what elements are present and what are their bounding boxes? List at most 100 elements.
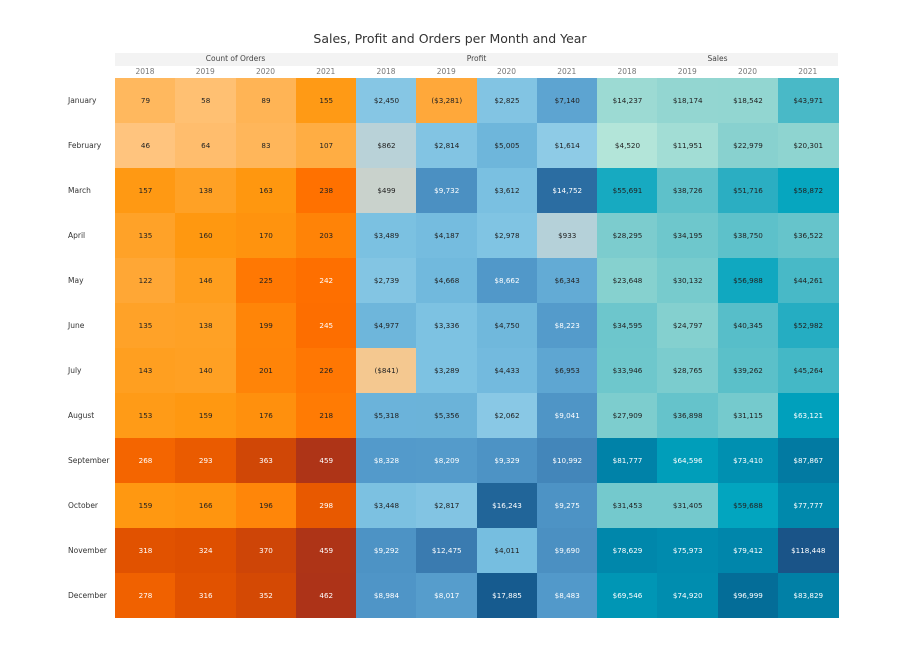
heatmap-cell: 159	[115, 483, 176, 528]
heatmap-cell: $79,412	[717, 528, 779, 573]
heatmap-cell: 201	[235, 348, 297, 393]
heatmap-cell: 316	[175, 573, 237, 618]
heatmap-cell: 242	[295, 258, 357, 303]
heatmap-cell: 143	[115, 348, 176, 393]
year-header: 2021	[316, 67, 336, 76]
month-label: November	[68, 546, 108, 555]
heatmap-cell: $8,483	[536, 573, 598, 618]
heatmap-cell: 203	[295, 213, 357, 258]
heatmap-cell: $1,614	[536, 123, 598, 168]
heatmap-cell: $10,992	[536, 438, 598, 483]
heatmap-cell: 163	[235, 168, 297, 213]
heatmap-cell: 159	[175, 393, 237, 438]
month-label: June	[68, 321, 85, 330]
heatmap-cell: 370	[235, 528, 297, 573]
heatmap-cell: $36,898	[657, 393, 719, 438]
heatmap-cell: $96,999	[717, 573, 779, 618]
heatmap-cell: $5,318	[356, 393, 417, 438]
heatmap-cell: $9,329	[476, 438, 538, 483]
heatmap-cell: $28,765	[657, 348, 719, 393]
heatmap-cell: $4,011	[476, 528, 538, 573]
heatmap-cell: $2,825	[476, 78, 538, 123]
heatmap-cell: 122	[115, 258, 176, 303]
heatmap-cell: 245	[295, 303, 357, 348]
heatmap-cell: $17,885	[476, 573, 538, 618]
heatmap-cell: $36,522	[777, 213, 839, 258]
heatmap-cell: $16,243	[476, 483, 538, 528]
heatmap-cell: $12,475	[416, 528, 478, 573]
month-label: December	[68, 591, 107, 600]
heatmap-cell: $2,814	[416, 123, 478, 168]
heatmap-cell: $8,662	[476, 258, 538, 303]
heatmap-cell: 64	[175, 123, 237, 168]
heatmap-cell: 318	[115, 528, 176, 573]
heatmap-cell: $18,542	[717, 78, 779, 123]
heatmap-cell: $4,977	[356, 303, 417, 348]
heatmap-cell: $4,668	[416, 258, 478, 303]
heatmap-cell: $38,750	[717, 213, 779, 258]
heatmap-cell: $2,739	[356, 258, 417, 303]
heatmap-cell: $40,345	[717, 303, 779, 348]
heatmap-cell: $9,732	[416, 168, 478, 213]
month-label: May	[68, 276, 84, 285]
heatmap-cell: $6,343	[536, 258, 598, 303]
heatmap-cell: $74,920	[657, 573, 719, 618]
heatmap-cell: 459	[295, 438, 357, 483]
heatmap-cell: $118,448	[777, 528, 839, 573]
year-header: 2021	[557, 67, 577, 76]
heatmap-cell: 58	[175, 78, 237, 123]
heatmap-cell: $45,264	[777, 348, 839, 393]
heatmap-cell: $9,041	[536, 393, 598, 438]
chart-title: Sales, Profit and Orders per Month and Y…	[313, 31, 587, 46]
heatmap-cell: $24,797	[657, 303, 719, 348]
heatmap-cell: $2,062	[476, 393, 538, 438]
heatmap-cell: $58,872	[777, 168, 839, 213]
heatmap-cell: $4,750	[476, 303, 538, 348]
heatmap-cell: $4,520	[597, 123, 658, 168]
heatmap-cell: $9,292	[356, 528, 417, 573]
heatmap-cell: 138	[175, 303, 237, 348]
heatmap-cell: $44,261	[777, 258, 839, 303]
heatmap-cell: $27,909	[597, 393, 658, 438]
heatmap-cell: $38,726	[657, 168, 719, 213]
heatmap-cell: $5,356	[416, 393, 478, 438]
heatmap-cell: $78,629	[597, 528, 658, 573]
heatmap-cell: $20,301	[777, 123, 839, 168]
heatmap-cell: $8,223	[536, 303, 598, 348]
heatmap-cell: 83	[235, 123, 297, 168]
heatmap-cell: $499	[356, 168, 417, 213]
month-label: July	[68, 366, 82, 375]
month-label: March	[68, 186, 91, 195]
heatmap-cell: 166	[175, 483, 237, 528]
heatmap-cell: 298	[295, 483, 357, 528]
year-header: 2019	[677, 67, 697, 76]
heatmap-cell: $59,688	[717, 483, 779, 528]
heatmap-cell: $87,867	[777, 438, 839, 483]
heatmap-cell: $77,777	[777, 483, 839, 528]
heatmap-cell: $55,691	[597, 168, 658, 213]
heatmap-cell: 225	[235, 258, 297, 303]
heatmap-cell: $73,410	[717, 438, 779, 483]
heatmap-cell: $31,405	[657, 483, 719, 528]
heatmap-cell: 226	[295, 348, 357, 393]
month-label: September	[68, 456, 110, 465]
year-header: 2020	[737, 67, 758, 76]
heatmap-cell: $6,953	[536, 348, 598, 393]
heatmap-cell: 170	[235, 213, 297, 258]
heatmap-cell: $3,336	[416, 303, 478, 348]
heatmap-cell: 459	[295, 528, 357, 573]
heatmap-cell: $9,690	[536, 528, 598, 573]
heatmap-cell: 324	[175, 528, 237, 573]
heatmap-cell: ($3,281)	[416, 78, 478, 123]
heatmap-cell: $3,289	[416, 348, 478, 393]
heatmap-cell: 157	[115, 168, 176, 213]
heatmap-cell: $3,612	[476, 168, 538, 213]
heatmap-cell: 146	[175, 258, 237, 303]
heatmap-cell: ($841)	[356, 348, 417, 393]
heatmap-cell: $18,174	[657, 78, 719, 123]
heatmap-cell: $14,237	[597, 78, 658, 123]
heatmap-cell: $3,448	[356, 483, 417, 528]
heatmap-cell: 352	[235, 573, 297, 618]
heatmap-cell: 140	[175, 348, 237, 393]
